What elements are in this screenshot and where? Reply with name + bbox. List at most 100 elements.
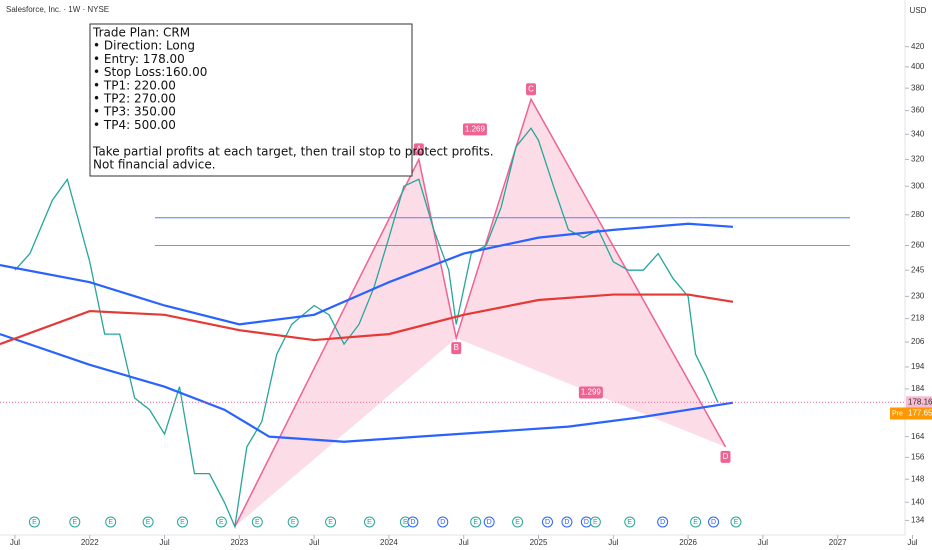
x-tick-label: Jul — [608, 538, 618, 547]
premarket-name: Pre — [892, 410, 903, 417]
ratio-bg — [462, 123, 487, 136]
event-label: E — [693, 519, 698, 526]
trade-plan-line: Take partial profits at each target, the… — [92, 144, 494, 158]
ratio-bg — [578, 386, 603, 399]
moving-average — [0, 293, 734, 346]
y-tick-label: 320 — [911, 155, 925, 164]
trade-plan-line: • TP4: 500.00 — [93, 118, 176, 132]
event-icon — [512, 516, 524, 528]
event-label: E — [328, 519, 333, 526]
trade-plan-line: Trade Plan: CRM — [92, 26, 190, 40]
x-tick-label: Jul — [907, 538, 917, 547]
event-icon — [215, 516, 227, 528]
event-label: D — [564, 519, 569, 526]
y-tick-label: 134 — [911, 516, 925, 525]
trade-plan-line: • Entry: 178.00 — [93, 52, 185, 66]
event-icon — [69, 516, 81, 528]
y-tick-label: 140 — [911, 497, 925, 506]
pattern-label-bg — [720, 450, 731, 463]
y-tick-label: 340 — [911, 129, 925, 138]
event-label: E — [32, 519, 37, 526]
event-label: E — [180, 519, 185, 526]
chart-title: Salesforce, Inc. · 1W · NYSE — [6, 5, 109, 14]
moving-average — [0, 222, 734, 326]
y-tick-label: 184 — [911, 384, 925, 393]
event-icon — [176, 516, 188, 528]
event-icon — [541, 516, 553, 528]
event-label: E — [403, 519, 408, 526]
trade-plan-line: Not financial advice. — [93, 158, 216, 172]
last-price-label: 178.16 — [908, 397, 932, 406]
event-icon — [470, 516, 482, 528]
x-tick-label: Jul — [159, 538, 169, 547]
x-tick-label: 2024 — [380, 538, 398, 547]
trade-plan-line: • TP3: 350.00 — [93, 105, 176, 119]
event-label: D — [711, 519, 716, 526]
y-tick-label: 260 — [911, 241, 925, 250]
y-tick-label: 194 — [911, 362, 925, 371]
y-tick-label: 230 — [911, 291, 925, 300]
x-tick-label: 2022 — [81, 538, 99, 547]
event-label: E — [515, 519, 520, 526]
x-tick-label: 2027 — [829, 538, 847, 547]
pattern-label: B — [454, 343, 459, 352]
event-label: E — [146, 519, 151, 526]
x-tick-label: Jul — [10, 538, 20, 547]
x-tick-label: 2025 — [530, 538, 548, 547]
event-label: D — [660, 519, 665, 526]
event-label: E — [108, 519, 113, 526]
ratio-label: 1.269 — [465, 124, 486, 133]
price-line — [14, 127, 719, 530]
trade-plan: Trade Plan: CRM• Direction: Long• Entry:… — [89, 23, 494, 177]
event-icon — [483, 516, 495, 528]
pattern-label-bg — [413, 143, 424, 156]
premarket-label: 177.65 — [908, 409, 932, 418]
event-icon — [657, 516, 669, 528]
y-tick-label: 280 — [911, 210, 925, 219]
y-tick-label: 148 — [911, 474, 925, 483]
y-tick-label: 218 — [911, 314, 925, 323]
pattern-fill — [456, 99, 726, 447]
trade-plan-line: • TP1: 220.00 — [93, 78, 176, 92]
ratio-label: 1.299 — [581, 388, 602, 397]
last-price-tag — [906, 396, 932, 409]
event-label: E — [473, 519, 478, 526]
x-tick-label: Jul — [309, 538, 319, 547]
x-tick-label: Jul — [459, 538, 469, 547]
event-label: E — [72, 519, 77, 526]
event-label: E — [219, 519, 224, 526]
event-label: E — [627, 519, 632, 526]
x-tick-label: 2023 — [230, 538, 248, 547]
pattern-label-bg — [451, 342, 462, 355]
y-tick-label: 245 — [911, 265, 925, 274]
event-label: D — [545, 519, 550, 526]
pattern-label: C — [528, 84, 534, 93]
pattern-line — [234, 97, 727, 528]
event-icon — [561, 516, 573, 528]
event-icon — [690, 516, 702, 528]
trade-plan-line: • Stop Loss:160.00 — [93, 65, 207, 79]
y-tick-label: 420 — [911, 42, 925, 51]
trade-plan-line: • TP2: 270.00 — [93, 92, 176, 106]
trade-plan-box — [89, 23, 413, 177]
event-label: D — [487, 519, 492, 526]
event-icon — [325, 516, 337, 528]
y-tick-label: 300 — [911, 181, 925, 190]
event-icon — [708, 516, 720, 528]
premarket-tag — [890, 407, 932, 420]
event-icon — [287, 516, 299, 528]
pattern-label: D — [723, 452, 729, 461]
y-tick-label: 400 — [911, 62, 925, 71]
y-tick-label: 380 — [911, 83, 925, 92]
event-label: E — [291, 519, 296, 526]
event-icon — [437, 516, 449, 528]
event-label: D — [440, 519, 445, 526]
y-tick-label: 164 — [911, 432, 925, 441]
event-icon — [589, 516, 601, 528]
x-tick-label: Jul — [758, 538, 768, 547]
event-label: E — [734, 519, 739, 526]
currency: USD — [910, 6, 927, 15]
event-icon — [28, 516, 40, 528]
